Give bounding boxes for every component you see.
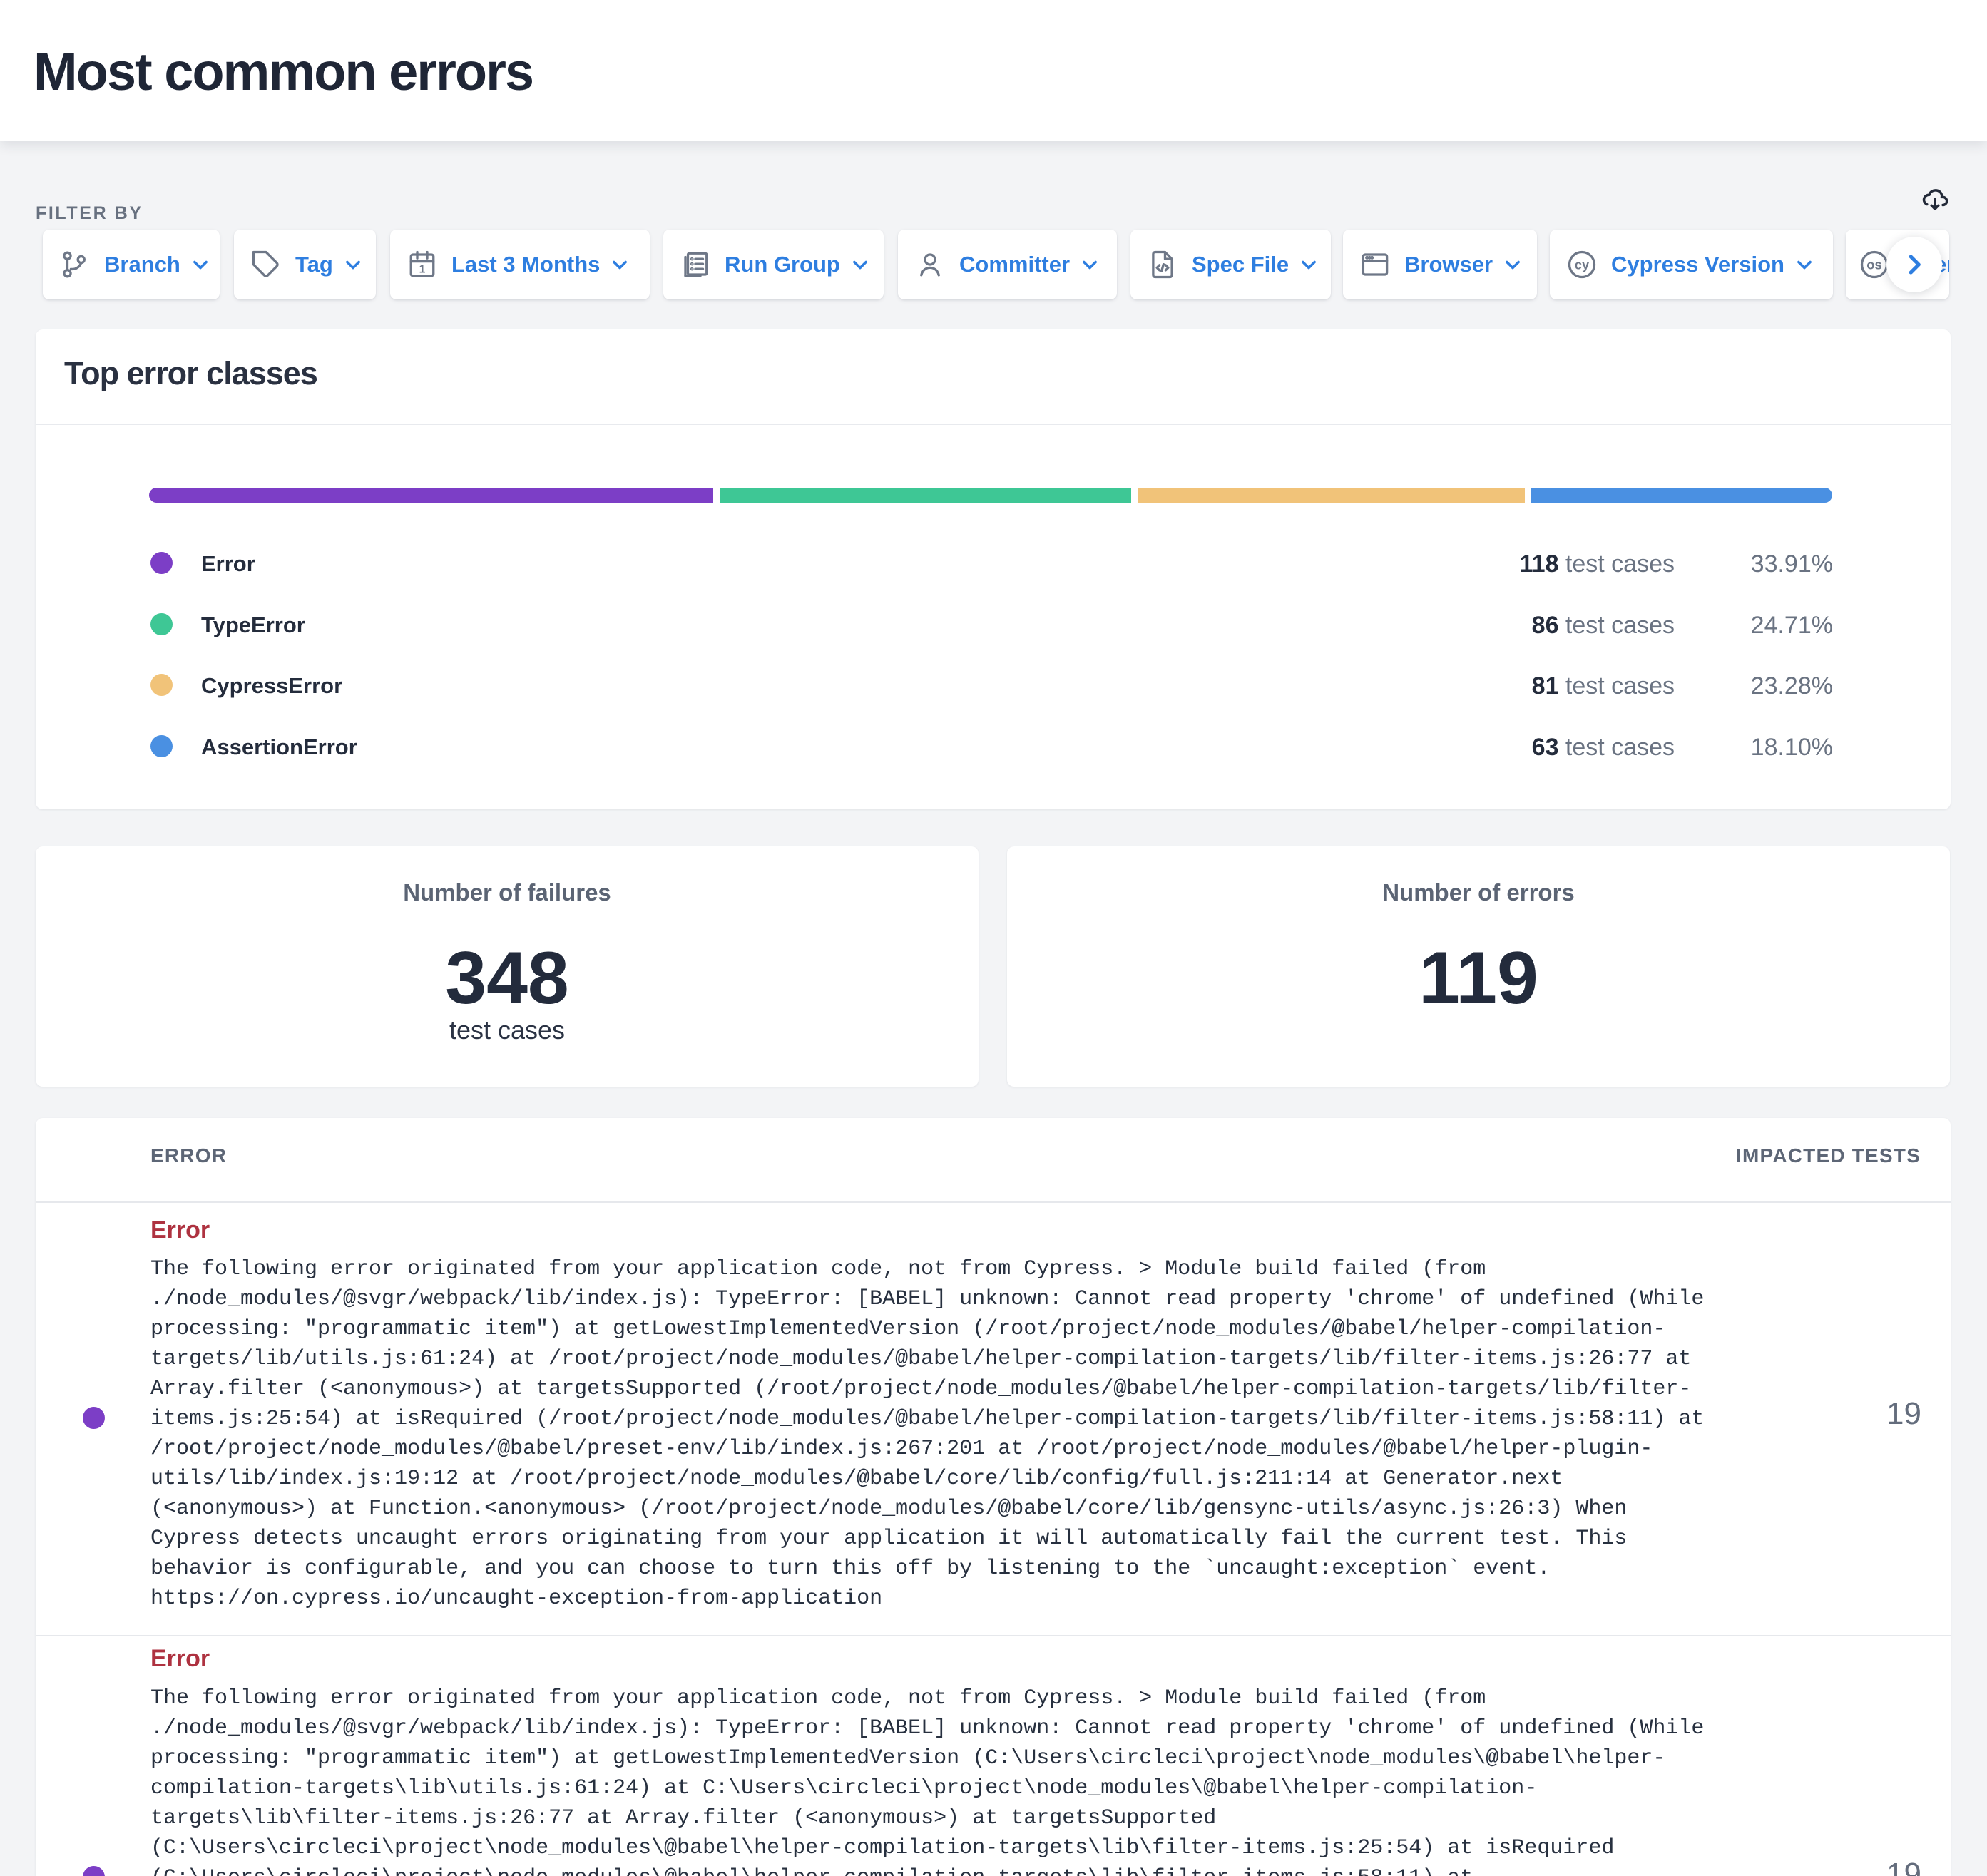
svg-text:os: os <box>1866 257 1881 272</box>
svg-text:1: 1 <box>419 263 426 275</box>
svg-text:cy: cy <box>1575 257 1590 272</box>
